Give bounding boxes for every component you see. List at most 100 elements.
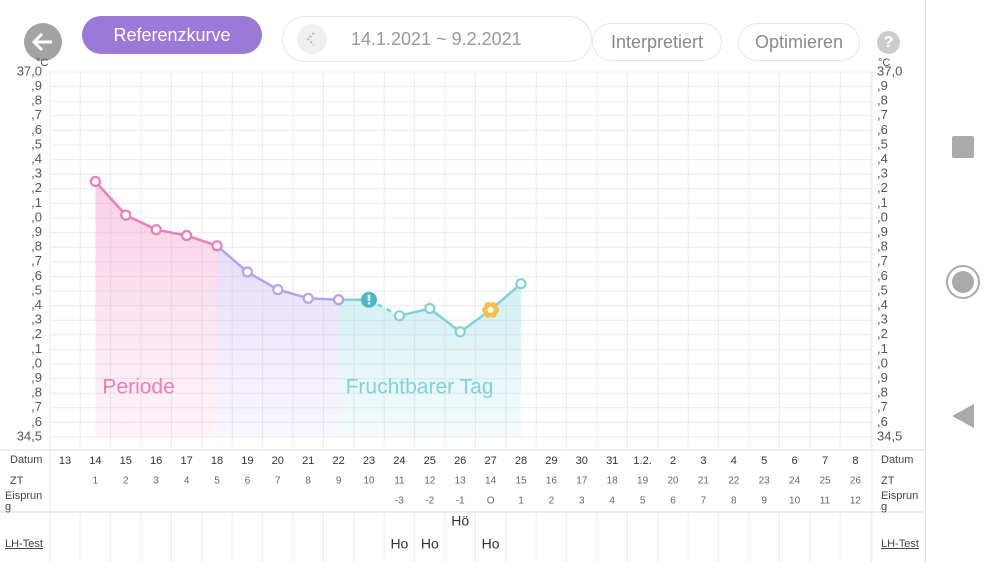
y-tick-label: ,0 <box>31 209 42 224</box>
ovulation-point <box>487 306 494 313</box>
y-tick-label: ,8 <box>877 93 888 108</box>
cycle-day: 3 <box>153 476 159 487</box>
y-tick-label: ,8 <box>877 385 888 400</box>
y-tick-label: ,6 <box>31 268 42 283</box>
y-tick-label: ,8 <box>31 93 42 108</box>
date-label: 20 <box>272 455 284 467</box>
date-label: 3 <box>700 455 706 467</box>
date-label: 31 <box>606 455 618 467</box>
y-tick-label: ,7 <box>877 253 888 268</box>
back-button[interactable] <box>24 23 62 61</box>
ovulation-day: 9 <box>761 496 767 507</box>
temp-point <box>454 326 466 338</box>
y-tick-label: ,1 <box>877 195 888 210</box>
lh-result: Ho <box>421 536 439 552</box>
temp-segment <box>429 307 461 333</box>
ovulation-day: 3 <box>579 496 585 507</box>
temp-point <box>211 240 223 252</box>
y-tick-label: ,9 <box>877 78 888 93</box>
cycle-day: 18 <box>607 476 619 487</box>
ovulation-day: 6 <box>670 496 676 507</box>
ovulation-day: 1 <box>518 496 524 507</box>
date-label: 24 <box>393 455 405 467</box>
cycle-day: 4 <box>184 476 190 487</box>
date-label: 7 <box>822 455 828 467</box>
ovulation-day: 5 <box>640 496 646 507</box>
temp-segment <box>246 270 279 291</box>
y-tick-label: ,7 <box>877 107 888 122</box>
chart: °C °C 37,0 37,0,9,9,8,8,7,7,6,6,5,5,4,4,3… <box>0 57 925 562</box>
y-tick-label: ,6 <box>877 414 888 429</box>
nav-back[interactable] <box>950 402 976 430</box>
temp-point <box>333 294 345 306</box>
y-tick-label: ,2 <box>31 326 42 341</box>
y-tick-label: ,7 <box>31 253 42 268</box>
back-icon <box>31 32 52 52</box>
y-tick-label: ,9 <box>31 370 42 385</box>
ovulation-day: 4 <box>609 496 615 507</box>
y-tick-label: ,8 <box>31 239 42 254</box>
help-button[interactable]: ? <box>877 31 900 54</box>
date-range[interactable]: 14.1.2021 ~ 9.2.2021 <box>282 16 592 62</box>
y-tick-label: ,8 <box>877 239 888 254</box>
y-tick-label: ,9 <box>31 224 42 239</box>
date-label: 21 <box>302 455 314 467</box>
date-label: 30 <box>576 455 588 467</box>
y-tick-label: ,4 <box>31 297 42 312</box>
phase-label: Periode <box>102 376 174 399</box>
nav-home[interactable] <box>945 264 981 300</box>
cycle-day: 8 <box>305 476 311 487</box>
date-label: 18 <box>211 455 223 467</box>
date-label: 6 <box>792 455 798 467</box>
range-text: 14.1.2021 ~ 9.2.2021 <box>351 28 522 49</box>
y-tick-label: ,7 <box>877 399 888 414</box>
date-label: 15 <box>120 455 132 467</box>
nav-square[interactable] <box>952 136 974 158</box>
cycle-day: 7 <box>275 476 281 487</box>
y-tick-label: ,6 <box>877 268 888 283</box>
date-label: 26 <box>454 455 466 467</box>
cycle-day: 5 <box>214 476 220 487</box>
y-tick-label: ,3 <box>877 312 888 327</box>
alert-icon <box>367 301 371 305</box>
y-tick-label: ,6 <box>31 122 42 137</box>
y-tick-label: ,5 <box>877 136 888 151</box>
date-label: 19 <box>241 455 253 467</box>
cycle-day: 13 <box>455 476 467 487</box>
y-tick-label: ,3 <box>31 166 42 181</box>
ovulation-day: 12 <box>850 496 862 507</box>
interpret-button[interactable]: Interpretiert <box>592 23 722 61</box>
y-tick-label: ,9 <box>31 78 42 93</box>
cycle-day: 6 <box>245 476 251 487</box>
cycle-day: 22 <box>728 476 740 487</box>
cycle-day: 15 <box>515 476 527 487</box>
cycle-day: 2 <box>123 476 129 487</box>
unit: °C <box>36 57 48 69</box>
cycle-day: 26 <box>850 476 862 487</box>
cycle-day: 11 <box>394 476 405 487</box>
cycle-day: 9 <box>336 476 342 487</box>
y-tick-label: ,6 <box>31 414 42 429</box>
y-tick-label: ,2 <box>877 326 888 341</box>
lh-result: Ho <box>390 536 408 552</box>
y-tick-label: ,8 <box>31 385 42 400</box>
date-label: 13 <box>59 455 71 467</box>
y-tick-label: ,1 <box>31 195 42 210</box>
y-tick-label: 34,5 <box>17 428 42 443</box>
range-icon <box>297 24 327 54</box>
optimize-button[interactable]: Optimieren <box>738 23 860 61</box>
cycle-day: 19 <box>637 476 649 487</box>
cycle-day: 12 <box>424 476 436 487</box>
temp-segment <box>125 213 157 231</box>
ovulation-day: -1 <box>456 496 465 507</box>
cycle-day: 24 <box>789 476 801 487</box>
date-label: 27 <box>484 455 496 467</box>
title-pill[interactable]: Referenzkurve <box>82 16 262 54</box>
y-tick-label: ,1 <box>877 341 888 356</box>
temp-point <box>89 175 102 188</box>
y-tick-label: ,3 <box>31 312 42 327</box>
temp-point <box>272 283 284 296</box>
y-tick-label: ,7 <box>31 399 42 414</box>
phase-area <box>95 181 217 437</box>
